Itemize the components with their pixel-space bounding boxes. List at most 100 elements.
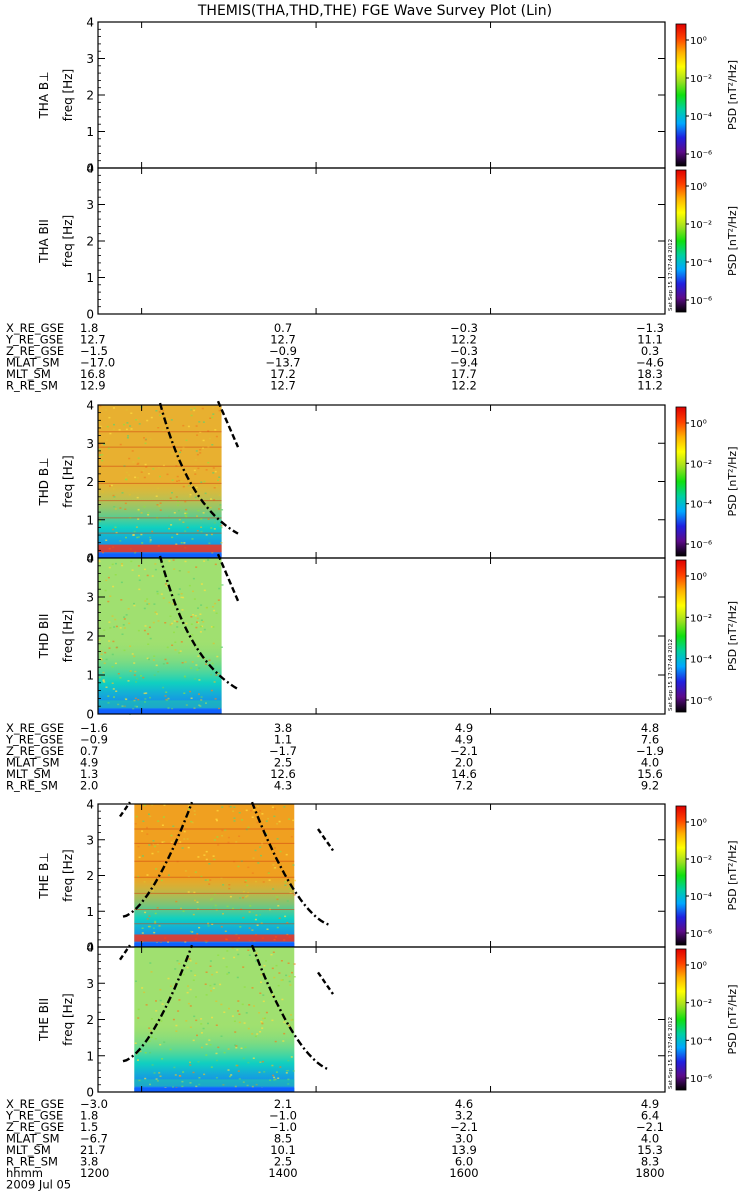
speckle-dot xyxy=(152,840,155,842)
speckle-dot xyxy=(205,994,208,996)
speckle-dot xyxy=(188,485,191,488)
ephemeris-label: Y_RE_GSE xyxy=(5,333,63,347)
ephemeris-thd: X_RE_GSE −1.6 3.8 4.9 4.8 Y_RE_GSE −0.9 1.1 4.9 7… xyxy=(5,721,664,793)
speckle-dot xyxy=(105,686,108,688)
speckle-dot xyxy=(215,1000,218,1002)
speckle-dot xyxy=(293,963,296,965)
speckle-dot xyxy=(164,622,167,624)
speckle-dot xyxy=(285,1070,288,1072)
speckle-dot xyxy=(253,1005,255,1007)
speckle-dot xyxy=(113,626,116,628)
speckle-dot xyxy=(131,450,134,452)
speckle-dot xyxy=(120,599,123,601)
speckle-dot xyxy=(197,467,200,470)
speckle-dot xyxy=(106,425,109,428)
ephemeris-label: X_RE_GSE xyxy=(6,721,64,735)
colorbar-tick-label: 10⁻² xyxy=(690,220,712,231)
speckle-dot xyxy=(148,626,151,629)
speckle-dot xyxy=(162,464,165,467)
speckle-dot xyxy=(144,698,147,700)
colorbar-label: PSD [nT²/Hz] xyxy=(726,840,739,910)
speckle-dot xyxy=(258,1071,261,1074)
speckle-dot xyxy=(142,820,145,822)
speckle-dot xyxy=(103,681,106,683)
speckle-dot xyxy=(226,905,229,908)
ephemeris-value: −2.1 xyxy=(450,744,478,758)
speckle-dot xyxy=(207,559,210,561)
speckle-dot xyxy=(99,425,102,428)
speckle-dot xyxy=(149,541,152,543)
speckle-dot xyxy=(146,918,149,920)
ephemeris-value: −0.9 xyxy=(269,344,297,358)
ephemeris-value: −1.0 xyxy=(269,1109,297,1123)
speckle-dot xyxy=(147,633,150,635)
speckle-dot xyxy=(138,574,140,577)
speckle-dot xyxy=(129,425,132,427)
speckle-dot xyxy=(193,469,196,472)
speckle-dot xyxy=(141,932,144,934)
speckle-dot xyxy=(222,913,224,915)
speckle-dot xyxy=(211,606,214,608)
speckle-dot xyxy=(123,618,126,620)
colorbar xyxy=(675,23,687,167)
speckle-dot xyxy=(195,486,198,489)
speckle-dot xyxy=(195,450,198,452)
speckle-dot xyxy=(175,496,178,498)
speckle-dot xyxy=(171,708,174,710)
speckle-dot xyxy=(276,898,279,901)
speckle-dot xyxy=(187,805,190,807)
speckle-dot xyxy=(223,1011,226,1013)
speckle-dot xyxy=(227,1048,230,1050)
speckle-dot xyxy=(105,439,108,442)
speckle-dot xyxy=(145,466,148,468)
speckle-dot xyxy=(217,844,220,846)
speckle-dot xyxy=(262,881,265,883)
speckle-dot xyxy=(184,530,187,532)
speckle-dot xyxy=(255,960,258,962)
ephemeris-value: 12.2 xyxy=(451,379,477,393)
speckle-dot xyxy=(272,1074,275,1077)
ephemeris-value: −1.3 xyxy=(636,321,664,335)
speckle-dot xyxy=(194,459,197,461)
speckle-dot xyxy=(148,915,151,917)
speckle-dot xyxy=(98,420,101,423)
speckle-dot xyxy=(137,565,140,567)
speckle-dot xyxy=(254,880,257,883)
speckle-dot xyxy=(176,475,179,478)
speckle-dot xyxy=(248,1004,251,1006)
y-axis-ticks: 0 1 2 3 4 xyxy=(86,798,665,955)
speckle-dot xyxy=(207,1022,209,1025)
noise-floor xyxy=(98,709,222,714)
speckle-dot xyxy=(101,551,104,554)
colorbar-tick-label: 10⁰ xyxy=(690,36,707,47)
speckle-dot xyxy=(253,809,256,811)
speckle-dot xyxy=(100,653,103,656)
ephemeris-value: −1.5 xyxy=(80,344,108,358)
ephemeris-label: MLAT_SM xyxy=(6,1132,60,1146)
spectrogram-lines xyxy=(98,431,222,534)
speckle-dot xyxy=(114,618,117,621)
speckle-dot xyxy=(111,682,114,684)
ephemeris-value: 1.8 xyxy=(80,321,98,335)
speckle-dot xyxy=(186,838,189,840)
ephemeris-value: −1.6 xyxy=(80,721,108,735)
speckle-dot xyxy=(149,815,152,818)
speckle-dot xyxy=(135,419,138,421)
speckle-dot xyxy=(182,485,185,488)
speckle-dot xyxy=(235,1045,238,1047)
speckle-dot xyxy=(174,968,177,970)
speckle-dot xyxy=(246,895,249,897)
speckle-dot xyxy=(107,447,110,449)
ephemeris-value: −1.0 xyxy=(269,1120,297,1134)
speckle-dot xyxy=(205,534,208,536)
speckle-dot xyxy=(210,990,213,992)
speckle-dot xyxy=(272,951,275,953)
speckle-dot xyxy=(150,1018,153,1020)
speckle-dot xyxy=(182,521,185,523)
speckle-dot xyxy=(283,1032,286,1035)
speckle-dot xyxy=(146,603,149,605)
speckle-dot xyxy=(213,487,216,489)
speckle-dot xyxy=(171,479,174,481)
speckle-dot xyxy=(169,1048,172,1051)
speckle-dot xyxy=(157,620,160,622)
